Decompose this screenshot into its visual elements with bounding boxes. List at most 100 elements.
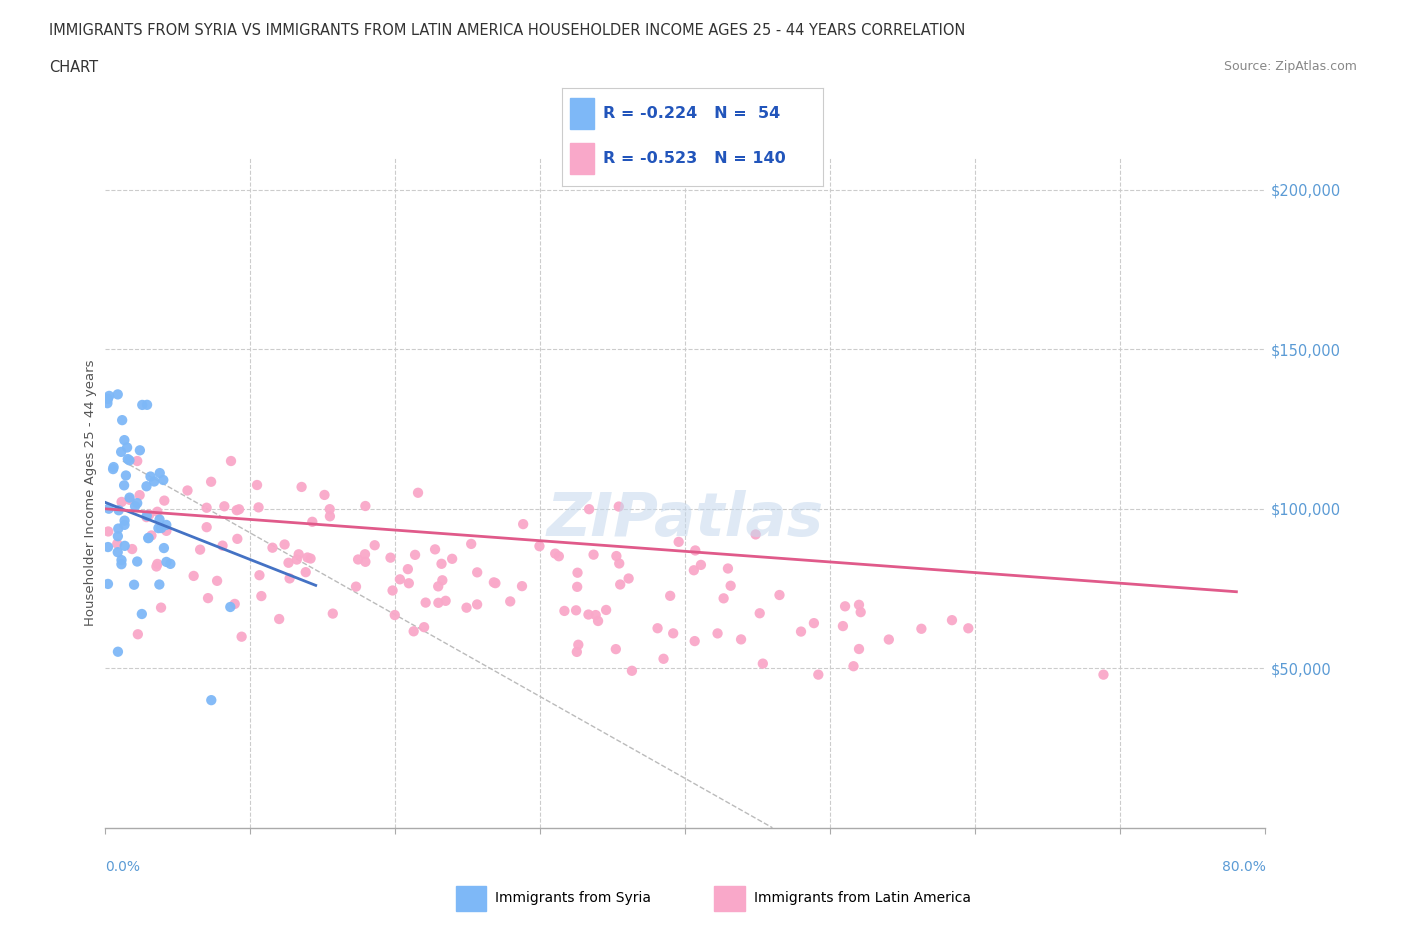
Point [107,387,129,402]
Point [427,595,450,610]
Point [647,621,669,636]
Point [499,594,522,609]
Point [620,663,643,678]
Point [148,512,170,527]
Point [197,591,219,605]
Point [97,501,120,516]
Point [717,561,740,576]
Point [138,530,160,545]
Point [347,552,370,567]
Text: IMMIGRANTS FROM SYRIA VS IMMIGRANTS FROM LATIN AMERICA HOUSEHOLDER INCOME AGES 2: IMMIGRANTS FROM SYRIA VS IMMIGRANTS FROM… [49,23,966,38]
Point [586,614,609,629]
Point [127,627,149,642]
Point [730,632,752,647]
Point [214,498,236,513]
Point [294,565,316,579]
Point [388,572,411,587]
Point [128,487,150,502]
Point [1092,667,1115,682]
Point [319,509,342,524]
Text: 0.0%: 0.0% [105,860,141,874]
Point [107,545,129,560]
Point [155,517,177,532]
Point [834,599,856,614]
Point [354,554,377,569]
Point [322,606,344,621]
Point [277,555,299,570]
Point [578,607,600,622]
Point [406,485,429,500]
Point [413,619,436,634]
Point [398,576,420,591]
Point [415,595,437,610]
Point [225,503,247,518]
Point [273,537,295,551]
Point [832,618,855,633]
Text: R = -0.224   N =  54: R = -0.224 N = 54 [603,106,780,121]
Point [269,612,291,627]
Point [510,578,533,593]
Point [662,626,685,641]
Point [145,559,167,574]
Point [460,537,482,551]
Point [465,597,488,612]
Point [690,557,713,572]
Point [744,527,766,542]
Point [512,517,534,532]
Text: Immigrants from Latin America: Immigrants from Latin America [754,891,970,906]
Bar [571,143,593,174]
Text: Source: ZipAtlas.com: Source: ZipAtlas.com [1223,60,1357,73]
Point [291,480,314,495]
Point [423,542,446,557]
Point [706,626,728,641]
Point [149,466,172,481]
Point [683,633,706,648]
Point [910,621,932,636]
Point [136,397,159,412]
Point [195,520,218,535]
Point [585,607,607,622]
Point [262,540,284,555]
Point [803,616,825,631]
Point [146,504,169,519]
Point [381,583,404,598]
Point [482,575,505,590]
Point [101,461,124,476]
Point [107,503,129,518]
Point [121,541,143,556]
Point [97,392,120,406]
Point [605,549,627,564]
Point [128,443,150,458]
Point [152,472,174,487]
Text: ZIPatlas: ZIPatlas [547,490,824,550]
Point [114,513,136,528]
Point [250,589,273,604]
Point [380,551,402,565]
Point [547,549,569,564]
Point [607,499,630,514]
Point [176,483,198,498]
Point [567,565,589,580]
Point [107,529,129,544]
Point [153,493,176,508]
Point [231,630,253,644]
Point [135,509,157,524]
Point [484,576,506,591]
Point [465,565,488,579]
Text: Immigrants from Syria: Immigrants from Syria [495,891,651,906]
Point [115,468,138,483]
Point [396,562,419,577]
Point [135,510,157,525]
Point [659,589,682,604]
Point [183,568,205,583]
Point [582,547,605,562]
Point [195,500,218,515]
Point [404,548,426,563]
Point [97,539,120,554]
Point [941,613,963,628]
Point [567,637,589,652]
Point [842,658,865,673]
Point [849,604,872,619]
Point [344,579,367,594]
Point [247,500,270,515]
